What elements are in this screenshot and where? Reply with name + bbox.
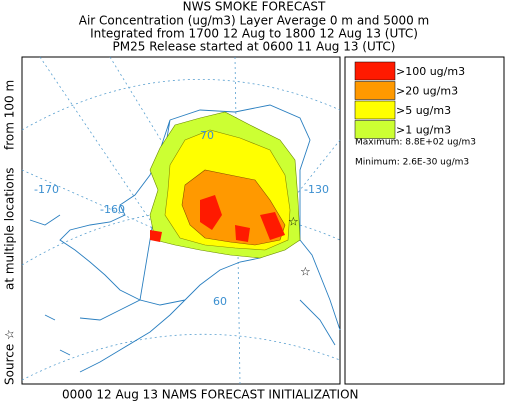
source-star: ☆ <box>288 215 299 229</box>
legend-label: >100 ug/m3 <box>396 65 465 78</box>
legend-swatch <box>354 61 396 81</box>
latitude-lines <box>21 79 341 381</box>
legend-swatch <box>354 81 396 100</box>
coastline-detail <box>29 214 336 356</box>
legend-label: >20 ug/m3 <box>396 85 458 98</box>
coastline <box>59 104 341 373</box>
grid-label: 60 <box>213 295 227 308</box>
source-star: ☆ <box>300 265 311 279</box>
legend-min: Minimum: 2.6E-30 ug/m3 <box>355 158 469 168</box>
subtitle: Integrated from 1700 12 Aug to 1800 12 A… <box>90 27 418 41</box>
legend-label: >5 ug/m3 <box>396 104 451 117</box>
longitude-lines <box>21 56 341 385</box>
legend: Maximum: 8.8E+02 ug/m3 Minimum: 2.6E-30 … <box>344 56 505 385</box>
legend-label: >1 ug/m3 <box>396 124 451 137</box>
grid-label: -160 <box>100 203 125 216</box>
map: ☆ ☆ 70 -170 -160 -130 60 <box>21 56 341 385</box>
legend-max: Maximum: 8.8E+02 ug/m3 <box>355 138 476 148</box>
footer: 0000 12 Aug 13 NAMS FORECAST INITIALIZAT… <box>62 388 359 402</box>
side-label: Source ☆ at multiple locations from 100 … <box>3 80 17 385</box>
grid-label: -170 <box>34 183 59 196</box>
side-text: from 100 m <box>3 80 17 150</box>
legend-swatch <box>354 120 396 139</box>
title: NWS SMOKE FORECAST <box>183 0 326 14</box>
grid-label: 70 <box>200 129 214 142</box>
smoke-100 <box>150 195 285 242</box>
subtitle: Air Concentration (ug/m3) Layer Average … <box>79 14 430 28</box>
subtitle: PM25 Release started at 0600 11 Aug 13 (… <box>113 40 396 54</box>
side-text: Source ☆ <box>3 329 17 385</box>
legend-swatch <box>354 100 396 120</box>
side-text: at multiple locations <box>3 167 17 290</box>
grid-label: -130 <box>304 183 329 196</box>
